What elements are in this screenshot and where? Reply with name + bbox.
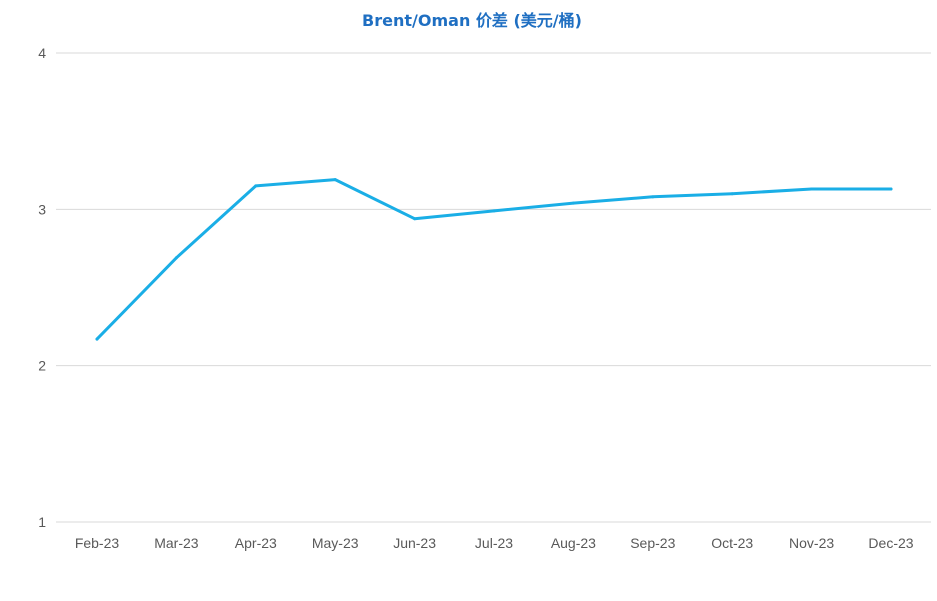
x-tick-label: Mar-23 <box>154 535 199 551</box>
x-tick-label: Aug-23 <box>551 535 596 551</box>
x-tick-label: Nov-23 <box>789 535 834 551</box>
y-tick-label: 2 <box>38 358 46 374</box>
y-tick-label: 3 <box>38 201 46 217</box>
x-tick-label: Feb-23 <box>75 535 120 551</box>
y-tick-label: 1 <box>38 514 46 530</box>
series-line <box>95 178 893 341</box>
y-tick-label: 4 <box>38 45 46 61</box>
data-point <box>413 217 417 221</box>
x-tick-label: Jul-23 <box>475 535 513 551</box>
x-tick-label: Jun-23 <box>393 535 436 551</box>
gridlines <box>56 52 931 523</box>
x-tick-label: May-23 <box>312 535 359 551</box>
x-tick-label: Sep-23 <box>630 535 675 551</box>
data-point <box>730 192 734 196</box>
data-point <box>889 187 893 191</box>
series-layer <box>95 178 893 341</box>
data-point <box>254 184 258 188</box>
data-point <box>95 337 99 341</box>
data-point <box>571 201 575 205</box>
chart-title: Brent/Oman 价差 (美元/桶) <box>362 11 582 30</box>
data-point <box>492 209 496 213</box>
x-tick-label: Dec-23 <box>868 535 913 551</box>
y-axis-ticks: 1 2 3 4 <box>38 45 46 530</box>
x-axis-ticks: Feb-23 Mar-23 Apr-23 May-23 Jun-23 Jul-23 Aug-… <box>75 535 914 551</box>
data-point <box>333 178 337 182</box>
data-point <box>174 256 178 260</box>
x-tick-label: Oct-23 <box>711 535 753 551</box>
data-point <box>651 195 655 199</box>
data-point <box>810 187 814 191</box>
x-tick-label: Apr-23 <box>235 535 277 551</box>
